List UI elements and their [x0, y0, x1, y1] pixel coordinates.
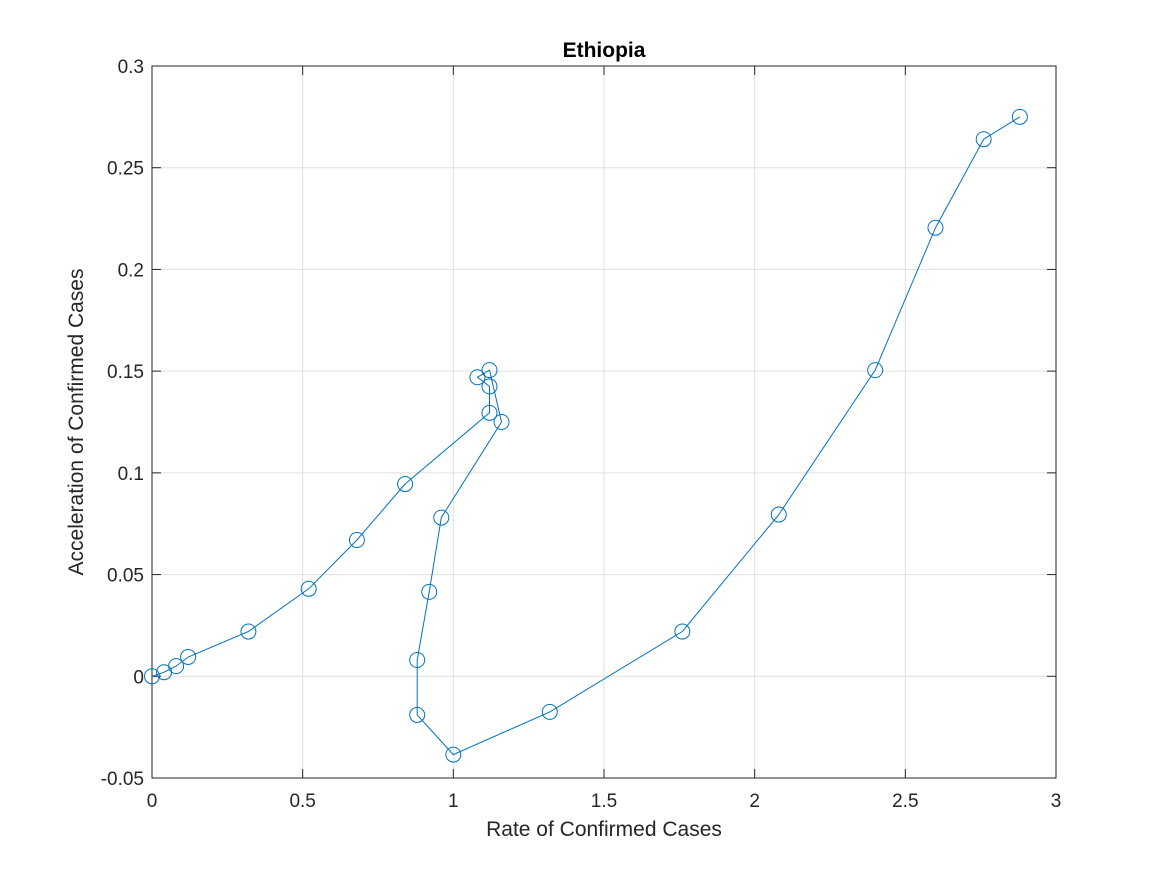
- y-tick-label: 0.05: [107, 566, 144, 587]
- grid: [151, 65, 1057, 779]
- data-point-marker: [927, 219, 944, 236]
- x-tick-label: 2: [749, 791, 760, 812]
- data-point-marker: [433, 509, 450, 526]
- data-point-marker: [541, 703, 558, 720]
- data-point-marker: [144, 668, 160, 685]
- x-tick-label: 3: [1051, 791, 1062, 812]
- x-tick-label: 2.5: [892, 791, 918, 812]
- series-group: [144, 108, 1028, 763]
- data-point-marker: [1011, 108, 1028, 125]
- data-point-marker: [409, 706, 426, 723]
- x-tick-label: 1: [448, 791, 459, 812]
- data-point-marker: [397, 476, 414, 493]
- data-point-marker: [445, 746, 462, 763]
- data-point-marker: [770, 506, 787, 523]
- data-point-marker: [481, 378, 498, 395]
- x-tick-label: 0: [147, 791, 158, 812]
- data-point-marker: [481, 362, 498, 379]
- data-point-marker: [421, 583, 438, 600]
- y-tick-label: 0: [133, 667, 144, 688]
- series-line: [151, 116, 1021, 756]
- data-point-marker: [469, 369, 486, 386]
- y-tick-label: -0.05: [101, 769, 144, 790]
- data-point-marker: [493, 414, 510, 430]
- data-point-marker: [168, 658, 185, 675]
- x-axis-label: Rate of Confirmed Cases: [486, 818, 722, 841]
- data-point-marker: [180, 648, 197, 665]
- y-tick-label: 0.3: [118, 57, 144, 78]
- data-point-marker: [867, 362, 884, 379]
- y-tick-label: 0.1: [118, 464, 144, 485]
- y-tick-label: 0.2: [118, 260, 144, 281]
- data-point-marker: [240, 623, 257, 640]
- data-point-marker: [674, 623, 691, 640]
- data-point-marker: [409, 652, 426, 669]
- x-tick-label: 1.5: [591, 791, 617, 812]
- y-axis-label: Acceleration of Confirmed Cases: [65, 269, 88, 576]
- data-point-marker: [348, 531, 365, 548]
- chart-title: Ethiopia: [563, 39, 646, 62]
- data-point-marker: [975, 131, 992, 148]
- y-tick-label: 0.15: [107, 362, 144, 383]
- data-point-marker: [300, 580, 317, 597]
- y-tick-label: 0.25: [107, 159, 144, 180]
- data-point-marker: [481, 404, 498, 421]
- x-tick-label: 0.5: [289, 791, 315, 812]
